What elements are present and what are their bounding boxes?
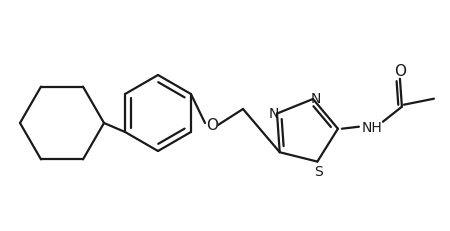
Text: N: N	[269, 106, 279, 120]
Text: O: O	[206, 117, 218, 132]
Text: NH: NH	[361, 120, 382, 134]
Text: S: S	[314, 164, 323, 178]
Text: O: O	[394, 64, 406, 79]
Text: N: N	[311, 91, 321, 106]
